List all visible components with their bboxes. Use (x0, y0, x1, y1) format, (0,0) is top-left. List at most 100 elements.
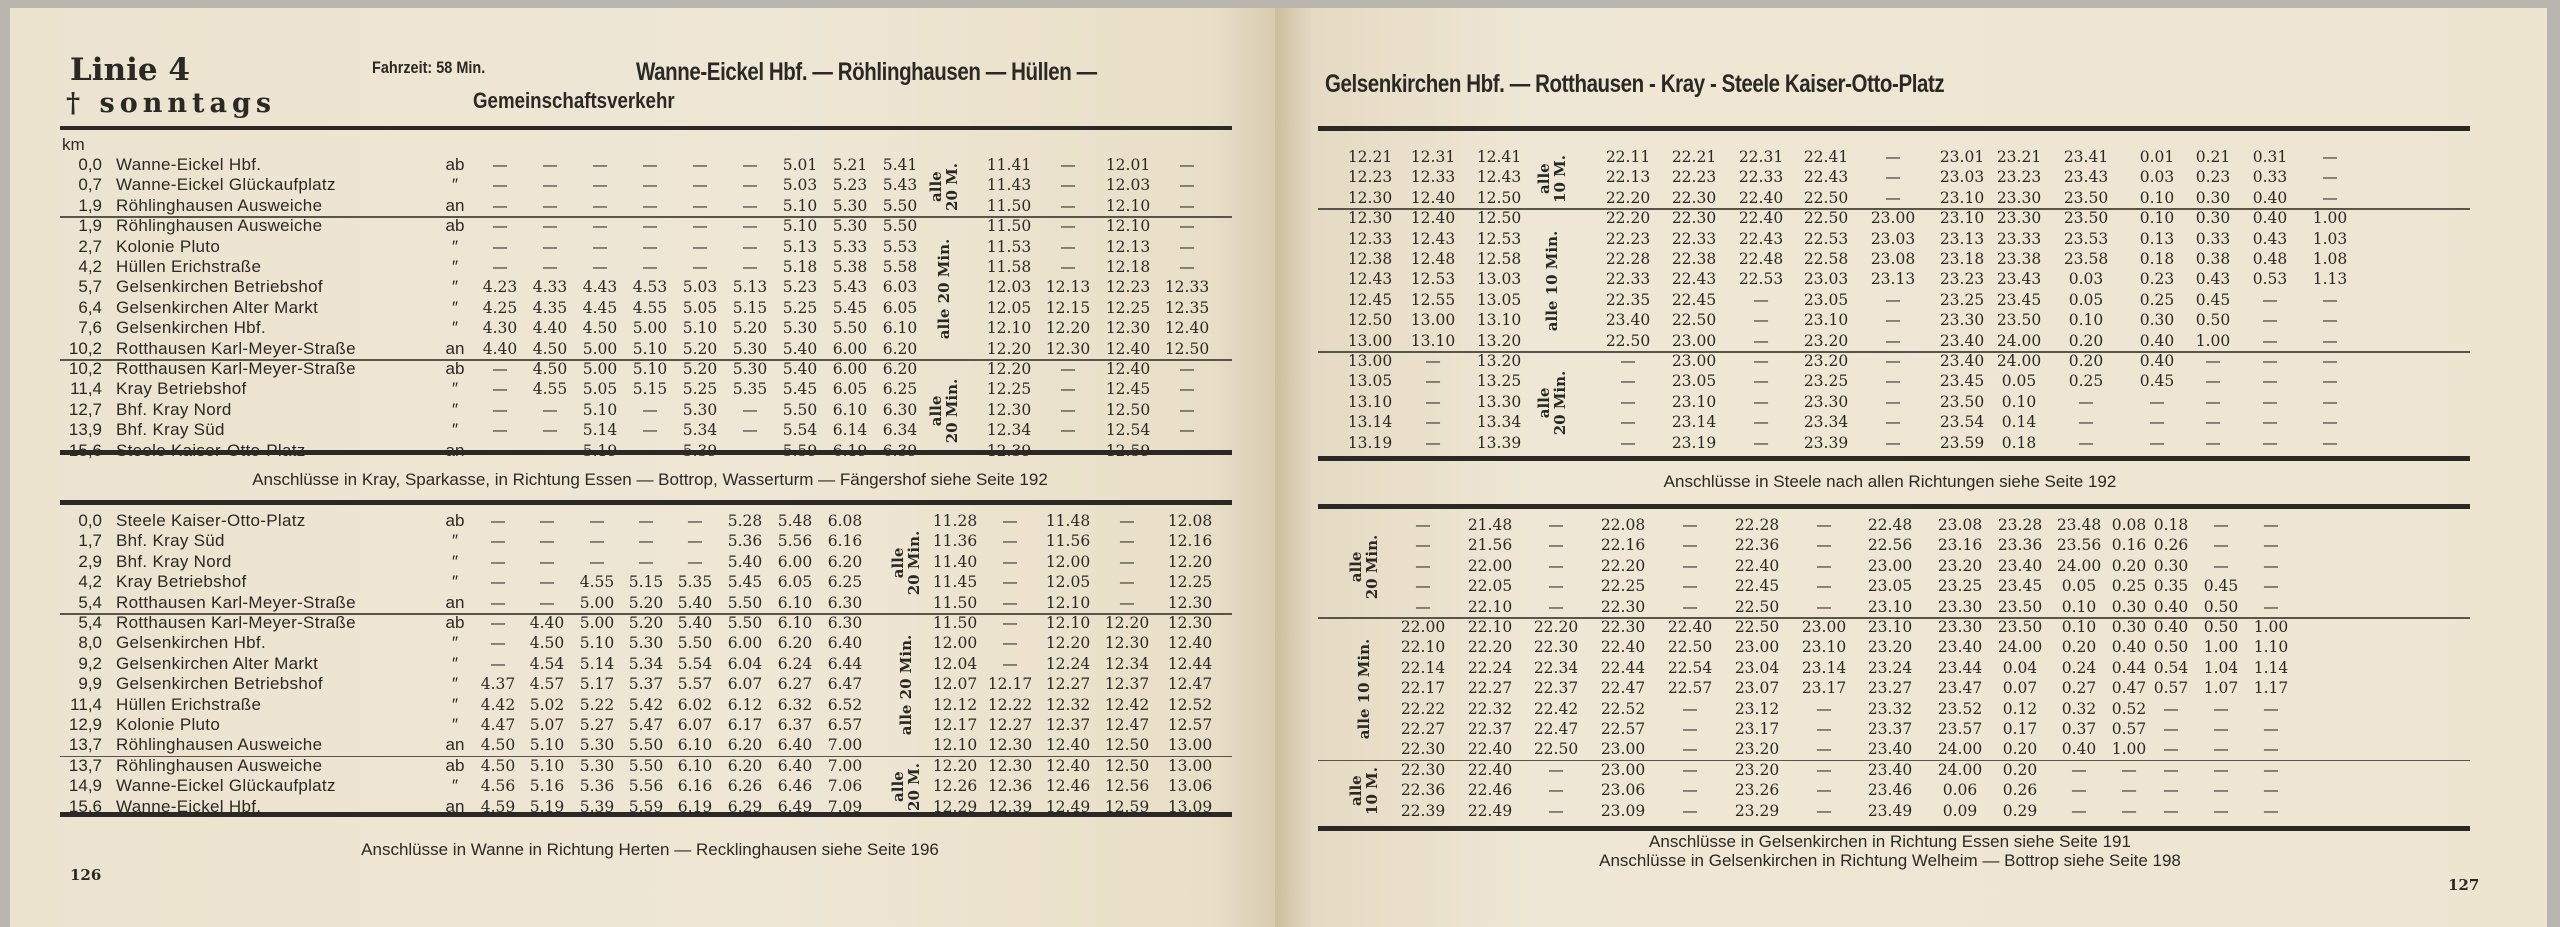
departure-time: — (592, 237, 608, 256)
km-value: 8,0 (78, 633, 102, 653)
departure-time: — (742, 196, 758, 215)
departure-time: 22.24 (1467, 658, 1513, 677)
departure-time: 5.40 (727, 552, 763, 571)
departure-time: 0.26 (2153, 536, 2189, 555)
departure-time: — (492, 400, 508, 419)
departure-time: — (2322, 148, 2338, 166)
departure-time: 4.56 (480, 777, 516, 796)
km-value: 0,7 (78, 175, 102, 195)
departure-time: 0.18 (2001, 433, 2037, 452)
departure-time: — (542, 196, 558, 215)
departure-time: — (1548, 516, 1564, 534)
km-value: 2,7 (78, 236, 102, 256)
departure-time: — (1753, 311, 1769, 330)
station-name: Wanne-Eickel Hbf. (116, 155, 262, 174)
departure-time: 23.20 (1937, 556, 1983, 575)
departure-time: 23.46 (1867, 781, 1913, 800)
departure-time: 12.57 (1167, 716, 1213, 734)
departure-time: 6.29 (727, 797, 763, 816)
departure-time: 5.43 (832, 278, 868, 297)
departure-time: — (542, 156, 558, 174)
departure-time: 23.10 (1803, 311, 1849, 330)
departure-time: 6.49 (777, 797, 813, 816)
departure-time: 12.20 (1045, 319, 1091, 338)
departure-time: 6.00 (832, 339, 868, 358)
departure-time: 12.00 (1045, 552, 1091, 571)
departure-time: — (1620, 433, 1636, 452)
departure-time: 13.34 (1476, 413, 1522, 432)
departure-time: 12.32 (1045, 695, 1091, 714)
departure-time: 23.00 (1734, 638, 1780, 657)
departure-time: 5.30 (832, 217, 868, 236)
arrival-departure-mark: ″ (451, 715, 459, 734)
departure-time: 22.13 (1605, 168, 1651, 187)
departure-time: 6.32 (777, 695, 813, 714)
interval-note: alle 20 Min. (935, 238, 953, 338)
departure-time: 5.20 (732, 319, 768, 338)
departure-time: 6.19 (832, 441, 868, 460)
connection-note: Anschlüsse in Gelsenkirchen in Richtung … (1599, 851, 2181, 870)
departure-time: — (2263, 740, 2279, 759)
interval-note: alle 20 M. (927, 163, 961, 211)
departure-time: 4.40 (482, 339, 518, 358)
departure-time: 11.50 (986, 217, 1032, 236)
departure-time: 6.37 (777, 716, 813, 734)
departure-time: 6.10 (677, 736, 713, 755)
route-title-right: Gelsenkirchen Hbf. — Rotthausen - Kray -… (1325, 70, 1945, 98)
station-name: Röhlinghausen Ausweiche (116, 216, 323, 236)
departure-time: — (1060, 258, 1076, 276)
departure-time: 13.10 (1347, 392, 1393, 411)
departure-time: 23.23 (1996, 168, 2042, 187)
departure-time: 23.21 (1996, 148, 2042, 166)
departure-time: 4.59 (480, 797, 516, 816)
departure-time: 4.35 (532, 298, 568, 317)
departure-time: — (2213, 740, 2229, 759)
departure-time: — (2322, 188, 2338, 207)
departure-time: 23.28 (1997, 516, 2043, 534)
departure-time: 23.50 (1996, 311, 2042, 330)
departure-time: — (1425, 413, 1441, 432)
km-value: 13,7 (68, 755, 102, 775)
departure-time: 5.36 (727, 532, 763, 551)
departure-time: 23.30 (1937, 597, 1983, 616)
departure-time: 5.10 (582, 400, 618, 419)
departure-time: — (2213, 516, 2229, 534)
departure-time: 5.38 (832, 258, 868, 276)
departure-time: 11.53 (986, 237, 1032, 256)
departure-time: — (1885, 433, 1901, 452)
departure-time: 6.00 (832, 360, 868, 378)
departure-time: 23.00 (1600, 760, 1646, 779)
departure-time: — (1753, 433, 1769, 452)
departure-time: — (2322, 392, 2338, 411)
departure-time: 23.08 (1937, 516, 1983, 534)
km-value: 5,4 (78, 592, 102, 612)
departure-time: 12.15 (1045, 298, 1091, 317)
departure-time: — (542, 400, 558, 419)
departure-time: — (1816, 720, 1832, 738)
table-top-rule (60, 500, 1232, 505)
departure-time: — (539, 573, 555, 592)
departure-time: 0.30 (2153, 556, 2189, 575)
station-name: Gelsenkirchen Hbf. (116, 633, 266, 653)
interval-note-line: alle 10 Min. (1355, 639, 1373, 740)
arrival-departure-mark: ″ (451, 277, 459, 297)
departure-time: — (742, 156, 758, 174)
departure-time: — (2262, 433, 2278, 452)
interval-note-line: alle 10 Min. (1543, 230, 1561, 331)
departure-time: 0.20 (2068, 331, 2104, 350)
departure-time: 22.30 (1600, 597, 1646, 616)
departure-time: 22.38 (1671, 250, 1717, 268)
departure-time: 5.05 (582, 380, 618, 399)
departure-time: 22.50 (1803, 209, 1849, 228)
departure-time: 5.30 (682, 400, 718, 419)
departure-time: — (1119, 532, 1135, 551)
departure-time: — (1816, 740, 1832, 759)
departure-time: 23.25 (1939, 290, 1985, 309)
departure-time: 5.59 (628, 797, 664, 816)
departure-time: 23.40 (1937, 638, 1983, 657)
departure-time: 12.37 (1045, 716, 1091, 734)
departure-time: 13.00 (1167, 736, 1213, 755)
departure-time: 6.07 (677, 716, 713, 734)
departure-time: 23.50 (2063, 209, 2109, 228)
departure-time: 22.57 (1600, 720, 1646, 738)
